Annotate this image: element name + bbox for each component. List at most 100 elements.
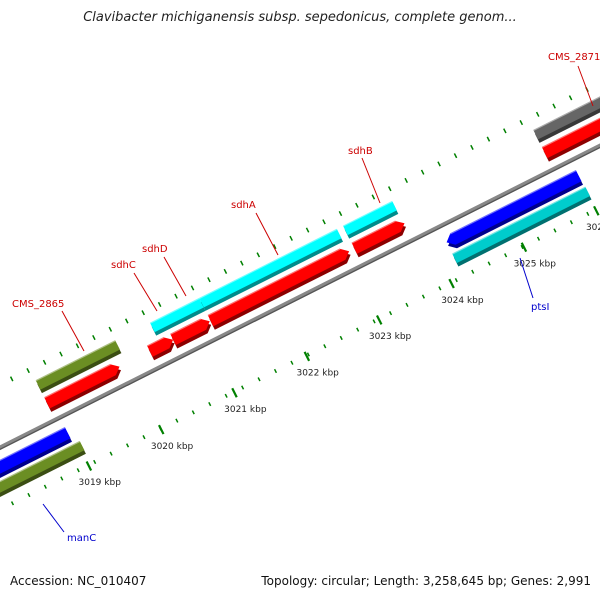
cds-manc	[0, 427, 72, 479]
tick-upper	[289, 235, 293, 241]
tick-lower	[388, 311, 393, 316]
gene-label-ptsI: ptsI	[531, 302, 549, 313]
tick-upper	[453, 153, 458, 159]
tick-upper	[272, 244, 277, 250]
tick-lower	[553, 228, 557, 233]
cds-cms2871-highlight	[541, 117, 600, 148]
gene-cms2865-highlight	[35, 340, 116, 382]
tick-lower	[125, 443, 130, 448]
cds-manc-highlight	[0, 427, 66, 461]
tick-lower	[454, 277, 458, 283]
leader-CMS_2865	[61, 310, 85, 352]
tick-lower	[175, 418, 179, 423]
tick-major	[303, 351, 311, 362]
tick-lower	[536, 236, 541, 241]
cds-ptsi-highlight	[449, 170, 577, 235]
tick-upper	[141, 310, 145, 316]
tick-upper	[535, 111, 540, 117]
tick-label-7: 3026 kbp	[586, 223, 600, 233]
tick-lower	[43, 484, 47, 489]
tick-lower	[356, 327, 360, 332]
tick-major	[448, 278, 455, 289]
gene-cms2865	[35, 340, 122, 394]
tick-upper	[470, 144, 474, 150]
tick-upper	[42, 359, 47, 365]
tick-major	[375, 315, 383, 325]
tick-lower	[372, 319, 376, 324]
tick-lower	[569, 220, 573, 225]
leader-sdhD	[163, 256, 187, 297]
cds-sdhb	[351, 220, 406, 258]
tick-label-3: 3022 kbp	[296, 369, 339, 379]
tick-major	[520, 242, 528, 253]
gene-label-manC: manC	[67, 533, 96, 544]
tick-lower	[487, 261, 491, 266]
gene-label-sdhA: sdhA	[231, 200, 256, 211]
tick-lower	[323, 344, 327, 349]
leader-ptsI	[519, 257, 534, 299]
cds-manc-body	[0, 427, 71, 474]
tick-upper	[371, 194, 376, 200]
cds-sdhc	[146, 336, 175, 361]
gene-cms2865-body	[35, 340, 120, 390]
tick-upper	[157, 301, 162, 308]
gene-manc	[0, 440, 86, 498]
gene-ptsi-highlight	[452, 186, 586, 255]
gene-sdhc-sdhd-highlight	[149, 297, 200, 324]
cds-sdha	[207, 248, 351, 330]
tick-upper	[108, 326, 113, 332]
gene-sdhc-sdhd	[149, 297, 206, 336]
tick-lower	[76, 468, 80, 473]
tick-upper	[190, 285, 195, 291]
tick-lower	[405, 302, 409, 307]
tick-lower	[109, 451, 113, 456]
tick-upper	[387, 186, 392, 192]
tick-lower	[520, 244, 524, 250]
leader-manC	[42, 503, 65, 533]
cds-sdhc-highlight	[146, 336, 165, 347]
gene-label-CMS_2865: CMS_2865	[12, 299, 64, 310]
gene-sdhc-sdhd-body	[150, 298, 204, 333]
tick-upper	[404, 177, 409, 184]
gene-sdhb	[342, 200, 399, 239]
gene-sdhb-highlight	[342, 200, 393, 227]
gene-sdha-body	[199, 229, 342, 308]
tick-lower	[27, 492, 31, 498]
cds-ptsi-body	[446, 170, 582, 245]
tick-major	[158, 424, 165, 435]
tick-lower	[471, 269, 475, 274]
tick-lower	[241, 385, 245, 390]
tick-upper	[568, 95, 573, 101]
leader-sdhC	[133, 272, 158, 312]
tick-upper	[437, 161, 441, 167]
map-title: Clavibacter michiganensis subsp. sepedon…	[83, 10, 517, 25]
tick-upper	[322, 219, 326, 225]
tick-lower	[586, 211, 590, 217]
cds-sdhb-body	[351, 221, 405, 254]
gene-sdha	[199, 228, 343, 311]
tick-upper	[75, 343, 80, 349]
tick-label-6: 3025 kbp	[514, 259, 557, 269]
tick-upper	[223, 268, 228, 274]
tick-upper	[519, 120, 524, 126]
gene-cms2871-body	[533, 96, 600, 140]
gene-label-CMS_2871: CMS_2871	[548, 52, 600, 63]
gene-label-sdhB: sdhB	[348, 146, 373, 157]
tick-lower	[191, 410, 195, 415]
tick-lower	[60, 476, 64, 481]
cds-ptsi	[446, 170, 583, 249]
leader-CMS_2871	[577, 65, 594, 107]
tick-upper	[9, 376, 14, 382]
tick-upper	[552, 103, 556, 109]
tick-upper	[92, 334, 96, 341]
cds-sdhd-highlight	[170, 318, 202, 335]
tick-upper	[59, 351, 63, 357]
cds-sdhc-body	[147, 337, 174, 357]
backbone	[0, 143, 600, 449]
tick-lower	[504, 253, 508, 258]
cds-sdhb-highlight	[351, 220, 396, 244]
tick-lower	[339, 335, 343, 341]
leader-sdhA	[255, 212, 279, 256]
tick-label-0: 3019 kbp	[79, 478, 122, 488]
gene-label-sdhD: sdhD	[142, 244, 168, 255]
